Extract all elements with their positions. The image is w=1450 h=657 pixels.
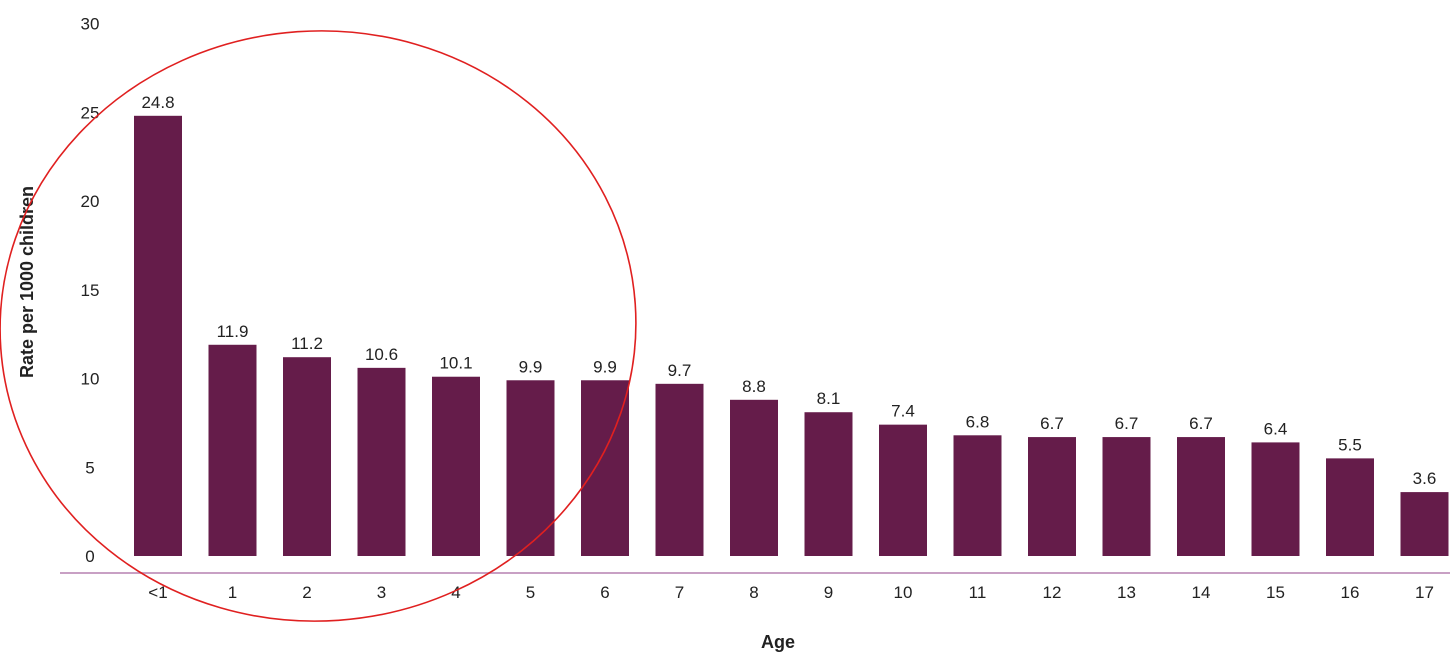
bar — [879, 424, 927, 556]
bar — [1028, 437, 1076, 556]
y-tick-label: 20 — [81, 192, 100, 211]
x-tick-label: 7 — [675, 583, 684, 602]
bar-value-label: 9.9 — [519, 357, 543, 376]
y-tick-label: 10 — [81, 370, 100, 389]
bar-value-label: 6.7 — [1189, 414, 1213, 433]
bar — [1326, 458, 1374, 556]
bar — [804, 412, 853, 556]
x-tick-label: 13 — [1117, 583, 1136, 602]
bar-value-label: 6.8 — [966, 412, 990, 431]
value-labels: 24.8 11.9 11.2 10.6 10.1 9.9 9.9 9.7 8.8 8.1 7.4 6.… — [141, 93, 1436, 488]
x-tick-label: 3 — [377, 583, 386, 602]
bar-value-label: 11.9 — [217, 322, 249, 341]
bar — [953, 435, 1002, 556]
x-tick-label: 4 — [451, 583, 460, 602]
y-tick-label: 30 — [81, 15, 100, 34]
x-tick-label: 5 — [526, 583, 535, 602]
bar-value-label: 10.6 — [365, 345, 398, 364]
y-tick-label: 5 — [85, 458, 94, 477]
bar-value-label: 5.5 — [1338, 435, 1362, 454]
bar-value-label: 8.1 — [817, 389, 841, 408]
x-tick-label: 15 — [1266, 583, 1285, 602]
bar-value-label: 9.9 — [593, 357, 617, 376]
bars — [134, 115, 1449, 557]
bar-value-label: 24.8 — [141, 93, 174, 112]
bar — [283, 357, 331, 556]
bar — [208, 344, 257, 556]
x-tick-label: 16 — [1341, 583, 1360, 602]
x-tick-label: 17 — [1415, 583, 1434, 602]
x-axis-ticks: <1 1 2 3 4 5 6 7 8 9 10 11 12 13 14 15 16 17 — [148, 583, 1434, 602]
x-tick-label: 2 — [302, 583, 311, 602]
y-axis-title: Rate per 1000 children — [17, 186, 37, 378]
x-tick-label: 6 — [600, 583, 609, 602]
bar — [506, 380, 555, 556]
x-tick-label: <1 — [148, 583, 167, 602]
bar-value-label: 9.7 — [668, 361, 692, 380]
x-tick-label: 12 — [1043, 583, 1062, 602]
bar — [357, 367, 406, 556]
bar — [1177, 437, 1225, 556]
bar — [1102, 437, 1151, 556]
x-tick-label: 11 — [969, 583, 987, 602]
x-tick-label: 1 — [228, 583, 237, 602]
x-tick-label: 8 — [749, 583, 758, 602]
bar-value-label: 10.1 — [439, 354, 472, 373]
bar-value-label: 7.4 — [891, 402, 915, 421]
x-tick-label: 9 — [824, 583, 833, 602]
y-tick-label: 0 — [85, 547, 94, 566]
x-axis-title: Age — [761, 632, 795, 652]
bar — [1251, 442, 1300, 556]
y-tick-label: 25 — [81, 103, 100, 122]
x-tick-label: 14 — [1192, 583, 1211, 602]
bar-value-label: 8.8 — [742, 377, 766, 396]
bar-value-label: 3.6 — [1413, 469, 1437, 488]
bar-value-label: 6.4 — [1264, 419, 1288, 438]
bar — [134, 115, 182, 557]
y-tick-label: 15 — [81, 281, 100, 300]
bar — [655, 383, 704, 556]
bar-value-label: 6.7 — [1040, 414, 1064, 433]
x-tick-label: 10 — [894, 583, 913, 602]
highlight-circle-annotation — [0, 30, 637, 622]
bar — [581, 380, 629, 556]
bar — [730, 399, 778, 556]
bar — [432, 376, 480, 556]
y-axis-ticks: 0 5 10 15 20 25 30 — [81, 15, 100, 567]
bar — [1400, 492, 1449, 556]
bar-value-label: 6.7 — [1115, 414, 1139, 433]
bar-value-label: 11.2 — [291, 334, 323, 353]
